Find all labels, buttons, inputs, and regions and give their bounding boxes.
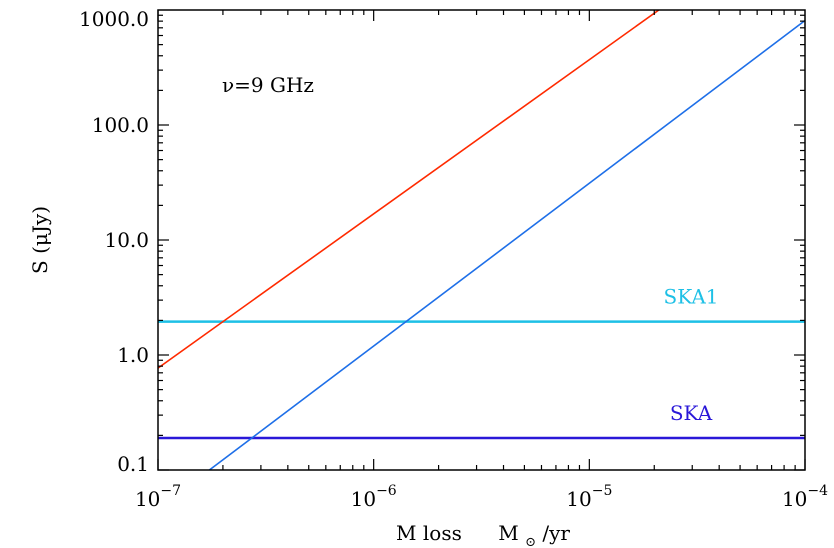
x-axis-title: M loss M ⊙ /yr [396,521,570,548]
x-tick-label-base: 10 [351,487,376,511]
y-tick-label: 10.0 [104,228,149,252]
y-axis-title: S (μJy) [28,206,52,274]
threshold-label-ska1: SKA1 [664,285,719,309]
x-tick-label-base: 10 [566,487,591,511]
y-tick-label: 1.0 [117,343,149,367]
x-tick-label-exponent: −4 [807,483,828,499]
x-tick-label: 10−5 [566,483,612,511]
x-tick-label: 10−7 [135,483,181,511]
x-tick-label-exponent: −6 [376,483,397,499]
series-line-1 [158,10,660,369]
x-axis-title-main: M loss [396,521,462,545]
x-tick-label-exponent: −7 [160,483,181,499]
x-tick-label: 10−4 [782,483,828,511]
x-tick-label-base: 10 [782,487,807,511]
y-tick-label: 100.0 [92,113,149,137]
tick-layer [157,10,806,471]
series-line-2 [208,19,805,470]
plot-frame [157,9,806,471]
y-tick-label: 0.1 [117,452,149,476]
x-tick-label-exponent: −5 [592,483,613,499]
x-tick-label-base: 10 [135,487,160,511]
series-layer [158,10,805,470]
x-tick-label: 10−6 [351,483,397,511]
frequency-annotation: ν=9 GHz [222,73,314,97]
x-axis-title-unit-base: M [498,521,518,545]
threshold-label-ska: SKA [670,401,713,425]
x-axis-title-unit-sub: ⊙ [525,535,536,548]
x-axis-title-unit-rest: /yr [542,521,570,545]
y-tick-label: 1000.0 [79,7,149,31]
